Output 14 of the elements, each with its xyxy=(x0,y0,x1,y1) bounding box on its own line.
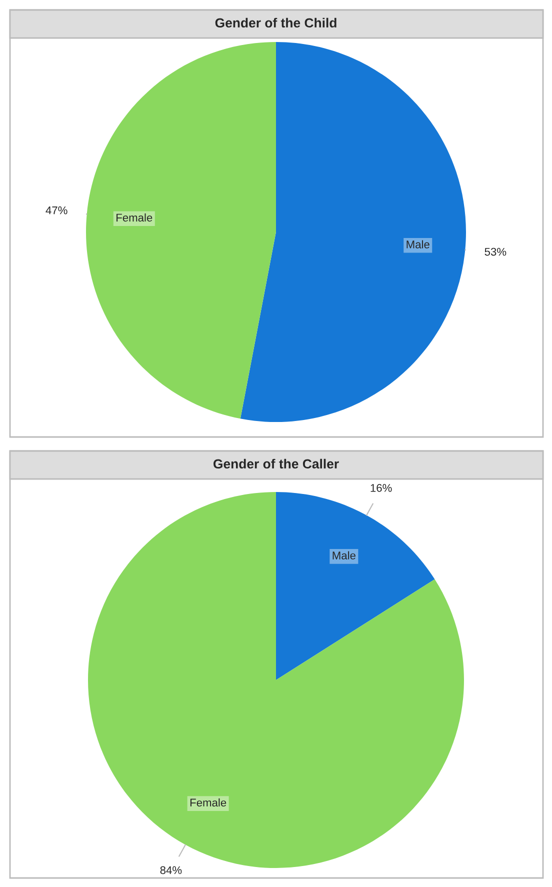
pie-slice xyxy=(86,42,276,419)
pie-slice xyxy=(276,492,435,680)
data-label: 16% xyxy=(370,484,392,492)
pie-slice xyxy=(240,42,466,422)
data-label: 84% xyxy=(160,866,182,874)
slice-label: Male xyxy=(332,551,356,560)
pie-slice xyxy=(88,492,464,868)
chart-title: Gender of the Caller xyxy=(213,458,339,469)
slice-label: Male xyxy=(406,240,430,248)
slice-label: Female xyxy=(190,798,226,807)
data-label: 47% xyxy=(46,206,68,214)
slice-label: Female xyxy=(116,213,152,222)
data-label: 53% xyxy=(484,248,506,256)
chart-title: Gender of the Child xyxy=(215,18,336,28)
